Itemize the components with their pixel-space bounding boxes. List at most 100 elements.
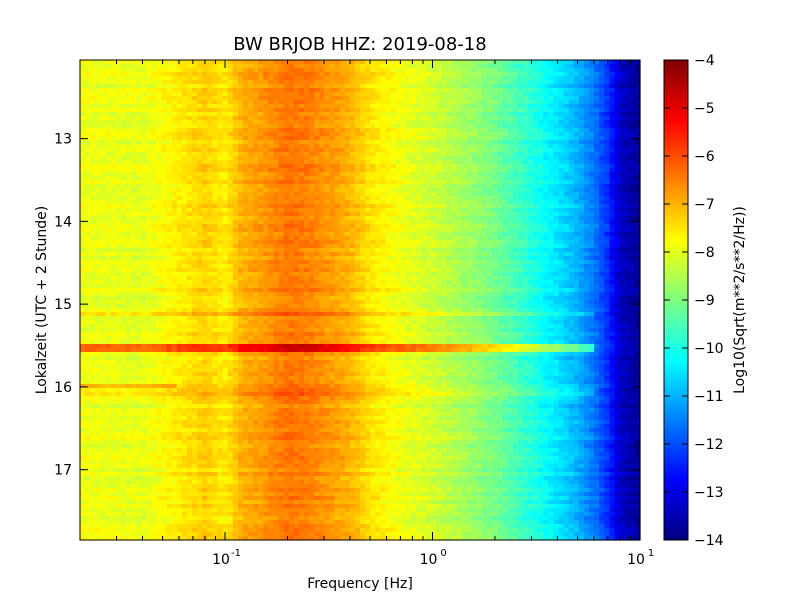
heatmap-cell (304, 188, 310, 193)
heatmap-cell (487, 236, 493, 241)
heatmap-cell (324, 200, 331, 205)
heatmap-cell (90, 176, 96, 181)
heatmap-cell (609, 180, 616, 185)
heatmap-cell (329, 144, 336, 149)
heatmap-cell (558, 184, 565, 189)
heatmap-cell (253, 100, 259, 105)
heatmap-cell (385, 64, 392, 69)
heatmap-cell (385, 204, 392, 209)
heatmap-cell (558, 200, 565, 205)
heatmap-cell (446, 232, 453, 237)
heatmap-cell (533, 160, 539, 165)
heatmap-cell (151, 136, 157, 141)
heatmap-cell (609, 216, 616, 221)
heatmap-cell (120, 188, 127, 193)
heatmap-cell (217, 68, 224, 73)
heatmap-cell (95, 144, 101, 149)
heatmap-cell (248, 88, 254, 93)
heatmap-cell (85, 144, 91, 149)
heatmap-cell (253, 80, 259, 85)
heatmap-cell (512, 208, 519, 213)
heatmap-cell (283, 156, 290, 161)
heatmap-cell (197, 136, 203, 141)
heatmap-cell (181, 116, 188, 121)
heatmap-cell (115, 72, 122, 77)
heatmap-cell (253, 60, 259, 65)
heatmap-cell (614, 128, 621, 133)
heatmap-cell (314, 140, 320, 145)
heatmap-cell (594, 168, 600, 173)
heatmap-cell (120, 172, 127, 177)
heatmap-cell (304, 204, 310, 209)
heatmap-cell (176, 60, 183, 65)
heatmap-cell (568, 156, 575, 161)
heatmap-cell (573, 132, 580, 137)
heatmap-cell (192, 92, 198, 97)
heatmap-cell (461, 144, 468, 149)
heatmap-cell (573, 96, 580, 101)
heatmap-cell (619, 228, 626, 233)
heatmap-cell (426, 132, 432, 137)
heatmap-cell (370, 220, 376, 225)
heatmap-cell (197, 152, 203, 157)
heatmap-cell (522, 196, 529, 201)
heatmap-cell (619, 216, 626, 221)
heatmap-cell (548, 96, 555, 101)
heatmap-cell (522, 200, 529, 205)
heatmap-cell (293, 124, 300, 129)
heatmap-cell (533, 144, 539, 149)
heatmap-cell (288, 116, 295, 121)
heatmap-cell (171, 100, 178, 105)
heatmap-cell (80, 152, 86, 157)
heatmap-cell (614, 112, 621, 117)
heatmap-cell (120, 152, 127, 157)
heatmap-cell (568, 120, 575, 125)
heatmap-cell (237, 80, 244, 85)
heatmap-cell (492, 128, 499, 133)
heatmap-cell (446, 92, 453, 97)
heatmap-cell (110, 232, 117, 237)
heatmap-cell (354, 172, 361, 177)
heatmap-cell (360, 184, 366, 189)
heatmap-cell (110, 236, 117, 241)
heatmap-cell (232, 180, 239, 185)
heatmap-cell (410, 156, 417, 161)
heatmap-cell (85, 156, 91, 161)
heatmap-cell (125, 108, 132, 113)
heatmap-cell (80, 164, 86, 169)
heatmap-cell (436, 176, 443, 181)
heatmap-cell (161, 100, 168, 105)
heatmap-cell (461, 224, 468, 229)
heatmap-cell (528, 68, 534, 73)
heatmap-cell (548, 204, 555, 209)
heatmap-cell (319, 152, 325, 157)
heatmap-cell (375, 96, 381, 101)
heatmap-cell (528, 72, 534, 77)
heatmap-cell (614, 212, 621, 217)
heatmap-cell (110, 136, 117, 141)
heatmap-cell (563, 132, 570, 137)
heatmap-cell (136, 216, 142, 221)
heatmap-cell (120, 176, 127, 181)
heatmap-cell (426, 148, 432, 153)
heatmap-cell (482, 224, 488, 229)
heatmap-cell (609, 116, 616, 121)
heatmap-cell (370, 216, 376, 221)
heatmap-cell (543, 172, 549, 177)
heatmap-cell (344, 172, 351, 177)
heatmap-cell (497, 144, 504, 149)
heatmap-cell (548, 224, 555, 229)
heatmap-cell (90, 108, 96, 113)
heatmap-cell (594, 144, 600, 149)
heatmap-cell (186, 72, 193, 77)
heatmap-cell (558, 100, 565, 105)
heatmap-cell (477, 156, 483, 161)
heatmap-cell (298, 84, 305, 89)
heatmap-cell (487, 184, 493, 189)
heatmap-cell (309, 96, 315, 101)
heatmap-cell (298, 172, 305, 177)
heatmap-cell (354, 144, 361, 149)
heatmap-cell (237, 228, 244, 233)
heatmap-cell (197, 156, 203, 161)
heatmap-cell (629, 104, 636, 109)
